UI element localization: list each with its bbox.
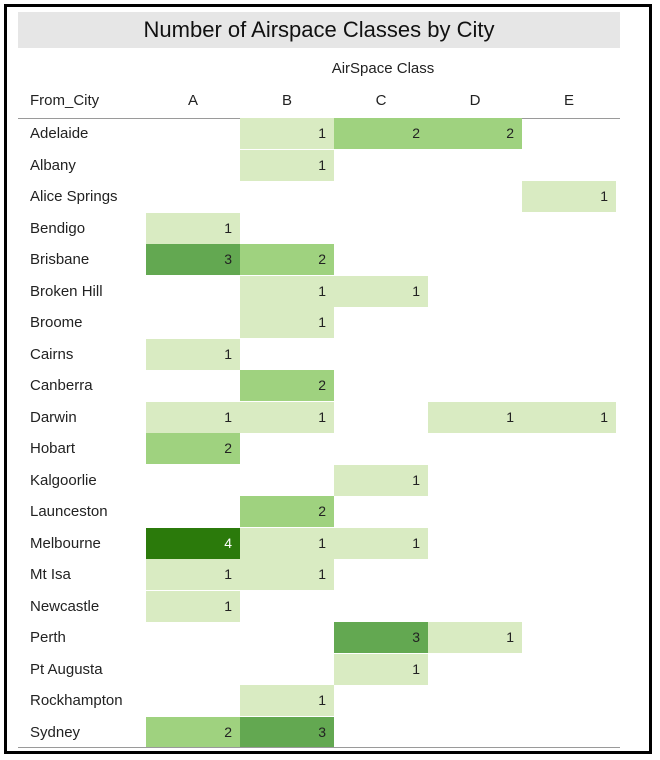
row-label: Cairns	[30, 345, 74, 363]
heatmap-cell: 2	[240, 370, 334, 401]
row-label: Rockhampton	[30, 692, 123, 709]
row-label: Pt Augusta	[30, 660, 103, 678]
heatmap-cell: 1	[240, 307, 334, 338]
heatmap-cell: 1	[240, 118, 334, 149]
heatmap-cell: 1	[146, 212, 240, 244]
heatmap-cell: 2	[240, 496, 334, 527]
column-header-a: A	[187, 92, 198, 109]
heatmap-cell: 1	[146, 559, 240, 590]
heatmap-cell: 1	[428, 401, 522, 433]
column-group-label: AirSpace Class	[331, 60, 435, 77]
row-label: Kalgoorlie	[30, 471, 97, 489]
column-header-e: E	[563, 92, 574, 109]
heatmap-cell: 1	[240, 149, 334, 181]
row-label: Bendigo	[30, 219, 86, 237]
row-label: Broome	[30, 314, 83, 331]
heatmap-cell: 3	[334, 622, 428, 653]
heatmap-cell: 1	[522, 401, 616, 433]
row-label: Mt Isa	[30, 566, 71, 583]
row-label: Brisbane	[30, 251, 90, 268]
row-header: From_City	[30, 92, 100, 109]
row-label: Launceston	[30, 503, 108, 520]
heatmap-cell: 4	[146, 527, 240, 559]
row-label: Darwin	[30, 408, 77, 426]
row-label: Canberra	[30, 377, 93, 394]
column-header-b: B	[281, 92, 292, 109]
heatmap-cell: 1	[334, 653, 428, 685]
row-label: Alice Springs	[30, 188, 118, 205]
heatmap-cell: 1	[240, 401, 334, 433]
heatmap-cell: 1	[146, 401, 240, 433]
heatmap-cell: 2	[428, 118, 522, 149]
heatmap-cell: 2	[334, 118, 428, 149]
row-label: Hobart	[30, 440, 76, 457]
row-label: Melbourne	[30, 534, 101, 552]
heatmap-cell: 1	[146, 338, 240, 370]
column-header-d: D	[469, 92, 481, 109]
heatmap-cell: 2	[240, 244, 334, 275]
heatmap-cell: 3	[146, 244, 240, 275]
row-label: Albany	[30, 156, 76, 174]
heatmap-cell: 3	[240, 716, 334, 748]
row-label: Newcastle	[30, 597, 100, 615]
row-label: Sydney	[30, 723, 81, 741]
bottom-divider	[18, 747, 620, 748]
heatmap-cell: 2	[146, 433, 240, 464]
heatmap-cell: 1	[240, 559, 334, 590]
heatmap-cell: 1	[240, 275, 334, 307]
row-label: Adelaide	[30, 125, 89, 142]
heatmap-cell: 1	[240, 527, 334, 559]
heatmap-cell: 1	[240, 685, 334, 716]
heatmap-cell: 1	[334, 275, 428, 307]
heatmap-cell: 2	[146, 716, 240, 748]
heatmap-cell: 1	[428, 622, 522, 653]
chart-title: Number of Airspace Classes by City	[143, 17, 495, 42]
title-bar: Number of Airspace Classes by City	[18, 12, 620, 48]
heatmap-cell: 1	[334, 527, 428, 559]
heatmap-cell: 1	[522, 181, 616, 212]
heatmap-cell: 1	[334, 464, 428, 496]
column-header-c: C	[375, 92, 387, 109]
heatmap-cell: 1	[146, 590, 240, 622]
row-label: Broken Hill	[30, 282, 103, 300]
row-label: Perth	[30, 629, 66, 646]
